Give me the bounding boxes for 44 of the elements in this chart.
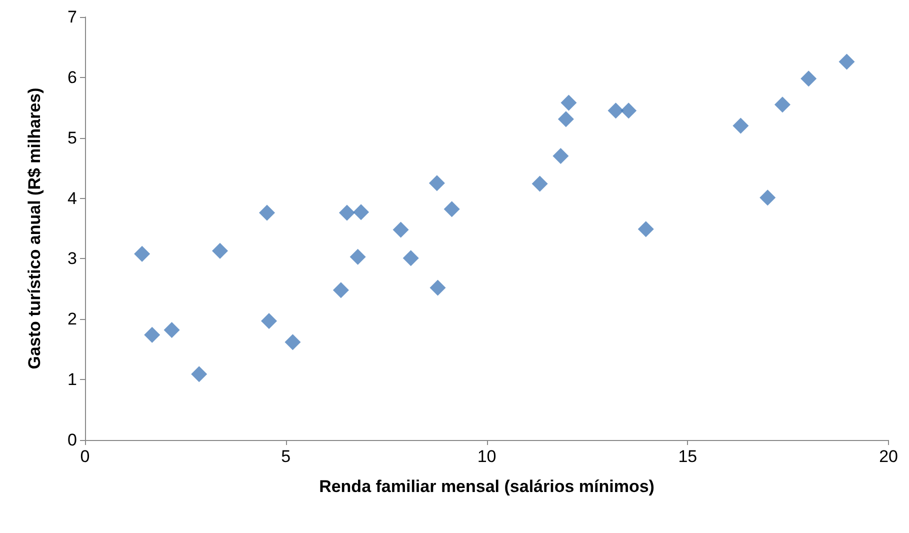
point	[338, 204, 355, 221]
point	[800, 70, 817, 87]
x-axis-title: Renda familiar mensal (salários mínimos)	[319, 477, 654, 496]
point	[332, 282, 349, 298]
y-tick-label: 0	[68, 430, 77, 450]
point	[608, 102, 624, 119]
point	[532, 176, 548, 192]
point	[838, 54, 855, 70]
x-tick-label: 20	[879, 447, 898, 466]
point	[620, 102, 637, 119]
point	[353, 204, 370, 220]
x-tick-label: 0	[80, 447, 90, 466]
point	[558, 111, 574, 128]
y-tick-label: 7	[68, 8, 77, 26]
point	[284, 334, 301, 350]
point	[444, 201, 460, 218]
y-tick-label: 1	[68, 370, 77, 390]
x-tick-label: 15	[678, 447, 698, 466]
y-tick-label: 6	[68, 68, 77, 87]
point	[392, 222, 409, 238]
point	[774, 96, 790, 113]
point	[261, 312, 278, 329]
y-tick-label: 4	[68, 188, 77, 208]
x-tick-label: 5	[281, 447, 291, 466]
x-tick-label: 10	[477, 447, 496, 466]
point	[560, 94, 577, 111]
y-tick-label: 2	[68, 310, 77, 329]
point	[350, 248, 366, 265]
point	[259, 204, 276, 221]
y-axis-title: Gasto turístico anual (R$ milhares)	[25, 88, 44, 370]
point	[732, 118, 749, 134]
point	[164, 322, 180, 338]
point	[430, 280, 446, 296]
point	[402, 250, 419, 266]
point	[134, 246, 150, 262]
point	[760, 190, 776, 206]
point	[212, 242, 228, 259]
point	[428, 175, 445, 192]
point	[552, 148, 569, 164]
y-tick-label: 3	[68, 249, 77, 268]
y-tick-label: 5	[68, 128, 77, 148]
point	[191, 366, 208, 382]
point	[144, 326, 160, 343]
point	[638, 221, 654, 238]
